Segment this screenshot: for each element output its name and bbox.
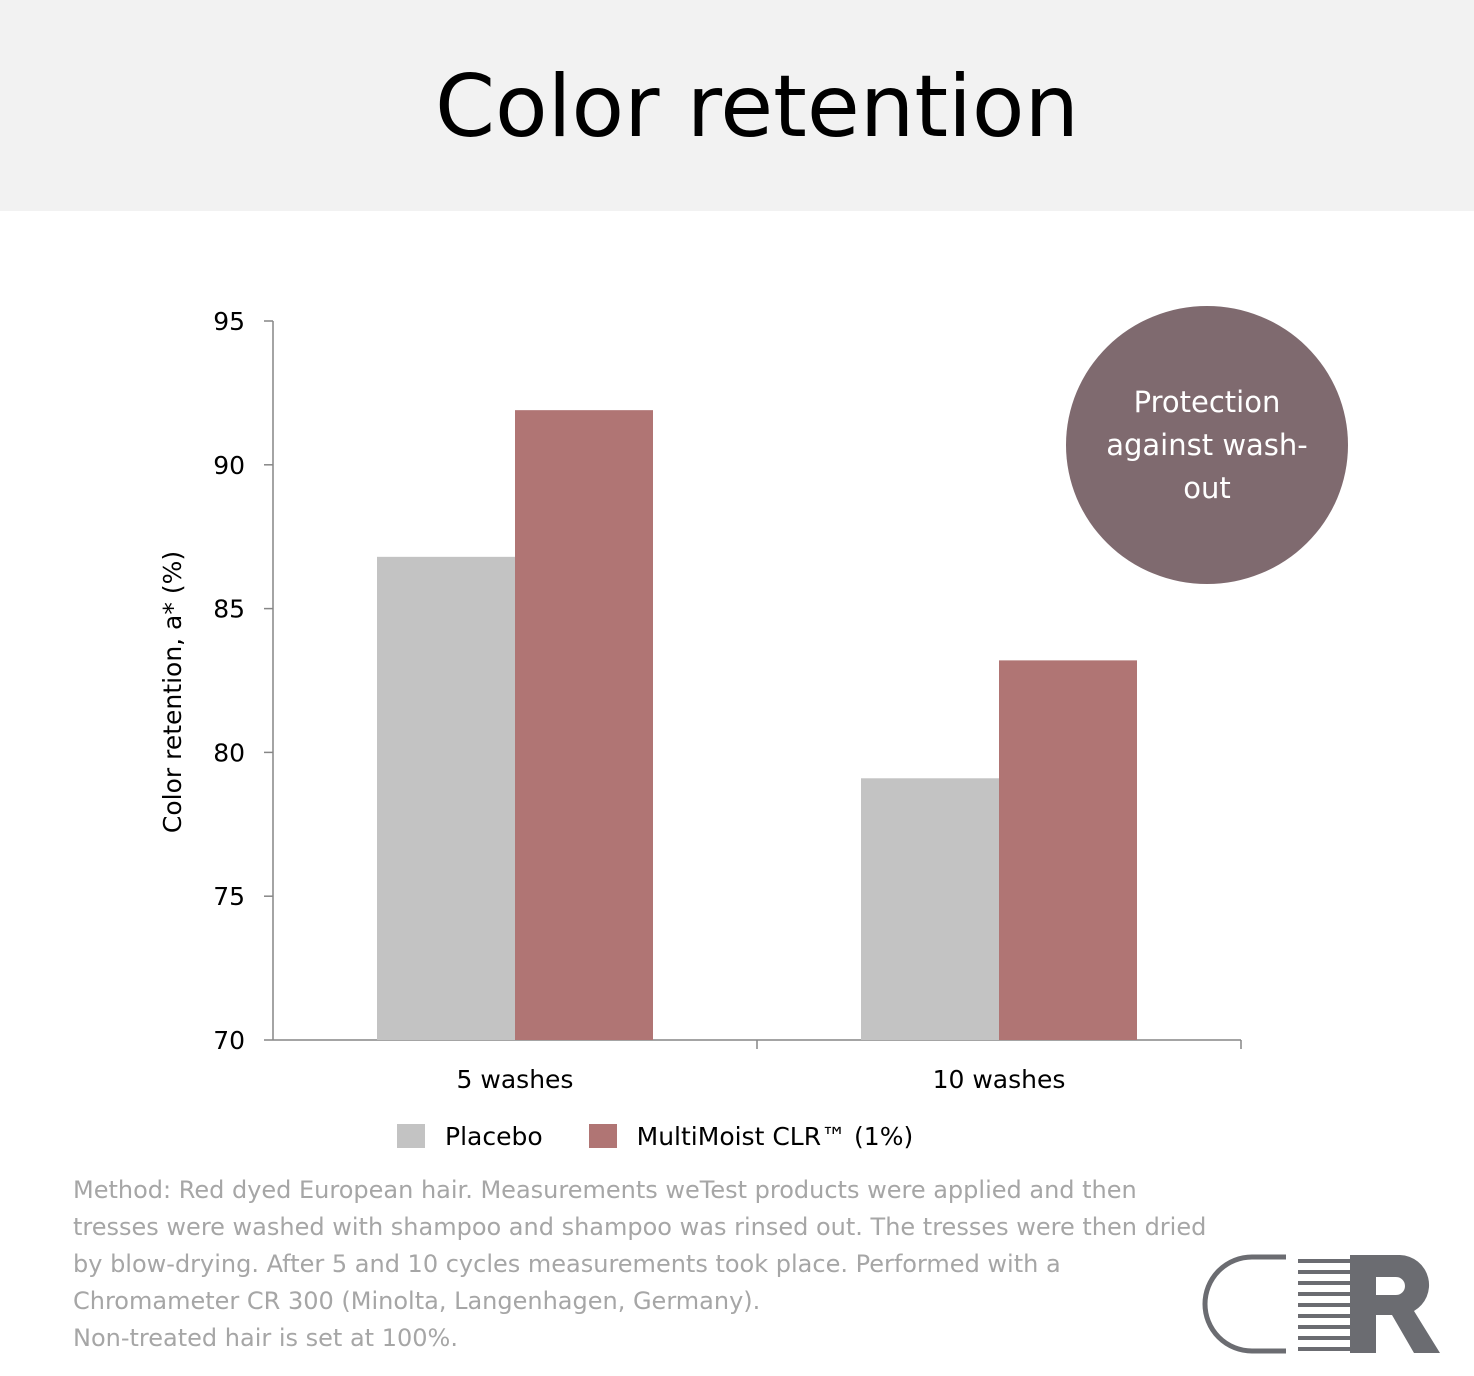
chart-legend: Placebo MultiMoist CLR™ (1%) bbox=[397, 1116, 959, 1156]
legend-swatch-multimoist bbox=[588, 1124, 617, 1148]
bar-multimoist bbox=[515, 410, 653, 1040]
legend-label-multimoist: MultiMoist CLR™ (1%) bbox=[636, 1121, 914, 1151]
logo-stripe bbox=[1298, 1281, 1358, 1285]
y-tick-label: 90 bbox=[213, 451, 245, 480]
clr-logo bbox=[1200, 1253, 1444, 1359]
method-line: Chromameter CR 300 (Minolta, Langenhagen… bbox=[73, 1287, 761, 1315]
method-line: Method: Red dyed European hair. Measurem… bbox=[73, 1176, 1137, 1204]
y-axis-label: Color retention, a* (%) bbox=[158, 551, 187, 833]
method-line: by blow-drying. After 5 and 10 cycles me… bbox=[73, 1250, 1061, 1278]
page-title: Color retention bbox=[434, 57, 1080, 157]
y-tick-label: 70 bbox=[213, 1026, 245, 1055]
header-band: Color retention bbox=[0, 0, 1474, 211]
legend-swatch-placebo bbox=[397, 1124, 425, 1148]
y-tick-label: 85 bbox=[213, 595, 245, 624]
bar-placebo bbox=[377, 556, 515, 1040]
protection-badge: Protection against wash-out bbox=[1066, 306, 1348, 584]
legend-item-placebo: Placebo bbox=[397, 1122, 543, 1151]
x-tick-label: 5 washes bbox=[457, 1065, 574, 1094]
logo-stripe bbox=[1298, 1347, 1358, 1351]
logo-stripe bbox=[1298, 1314, 1358, 1318]
method-note: Method: Red dyed European hair. Measurem… bbox=[73, 1172, 1273, 1357]
logo-stripe bbox=[1298, 1270, 1358, 1274]
y-tick-label: 80 bbox=[213, 738, 245, 767]
badge-text: Protection against wash-out bbox=[1106, 384, 1308, 505]
method-line: Non-treated hair is set at 100%. bbox=[73, 1324, 458, 1352]
bar-multimoist bbox=[999, 660, 1137, 1040]
y-tick-label: 75 bbox=[213, 882, 245, 911]
legend-label-placebo: Placebo bbox=[445, 1121, 543, 1151]
logo-stripe bbox=[1298, 1259, 1358, 1263]
clr-logo-mark bbox=[1202, 1254, 1440, 1354]
bar-placebo bbox=[861, 778, 999, 1040]
x-tick-label: 10 washes bbox=[933, 1065, 1066, 1094]
logo-stripe bbox=[1298, 1303, 1358, 1307]
y-tick-label: 95 bbox=[213, 307, 245, 336]
legend-item-multimoist: MultiMoist CLR™ (1%) bbox=[588, 1121, 914, 1151]
logo-stripe bbox=[1298, 1292, 1358, 1296]
logo-r-letter bbox=[1350, 1255, 1440, 1353]
method-line: tresses were washed with shampoo and sha… bbox=[73, 1213, 1207, 1241]
logo-stripe bbox=[1298, 1336, 1358, 1340]
logo-stripe bbox=[1298, 1325, 1358, 1329]
